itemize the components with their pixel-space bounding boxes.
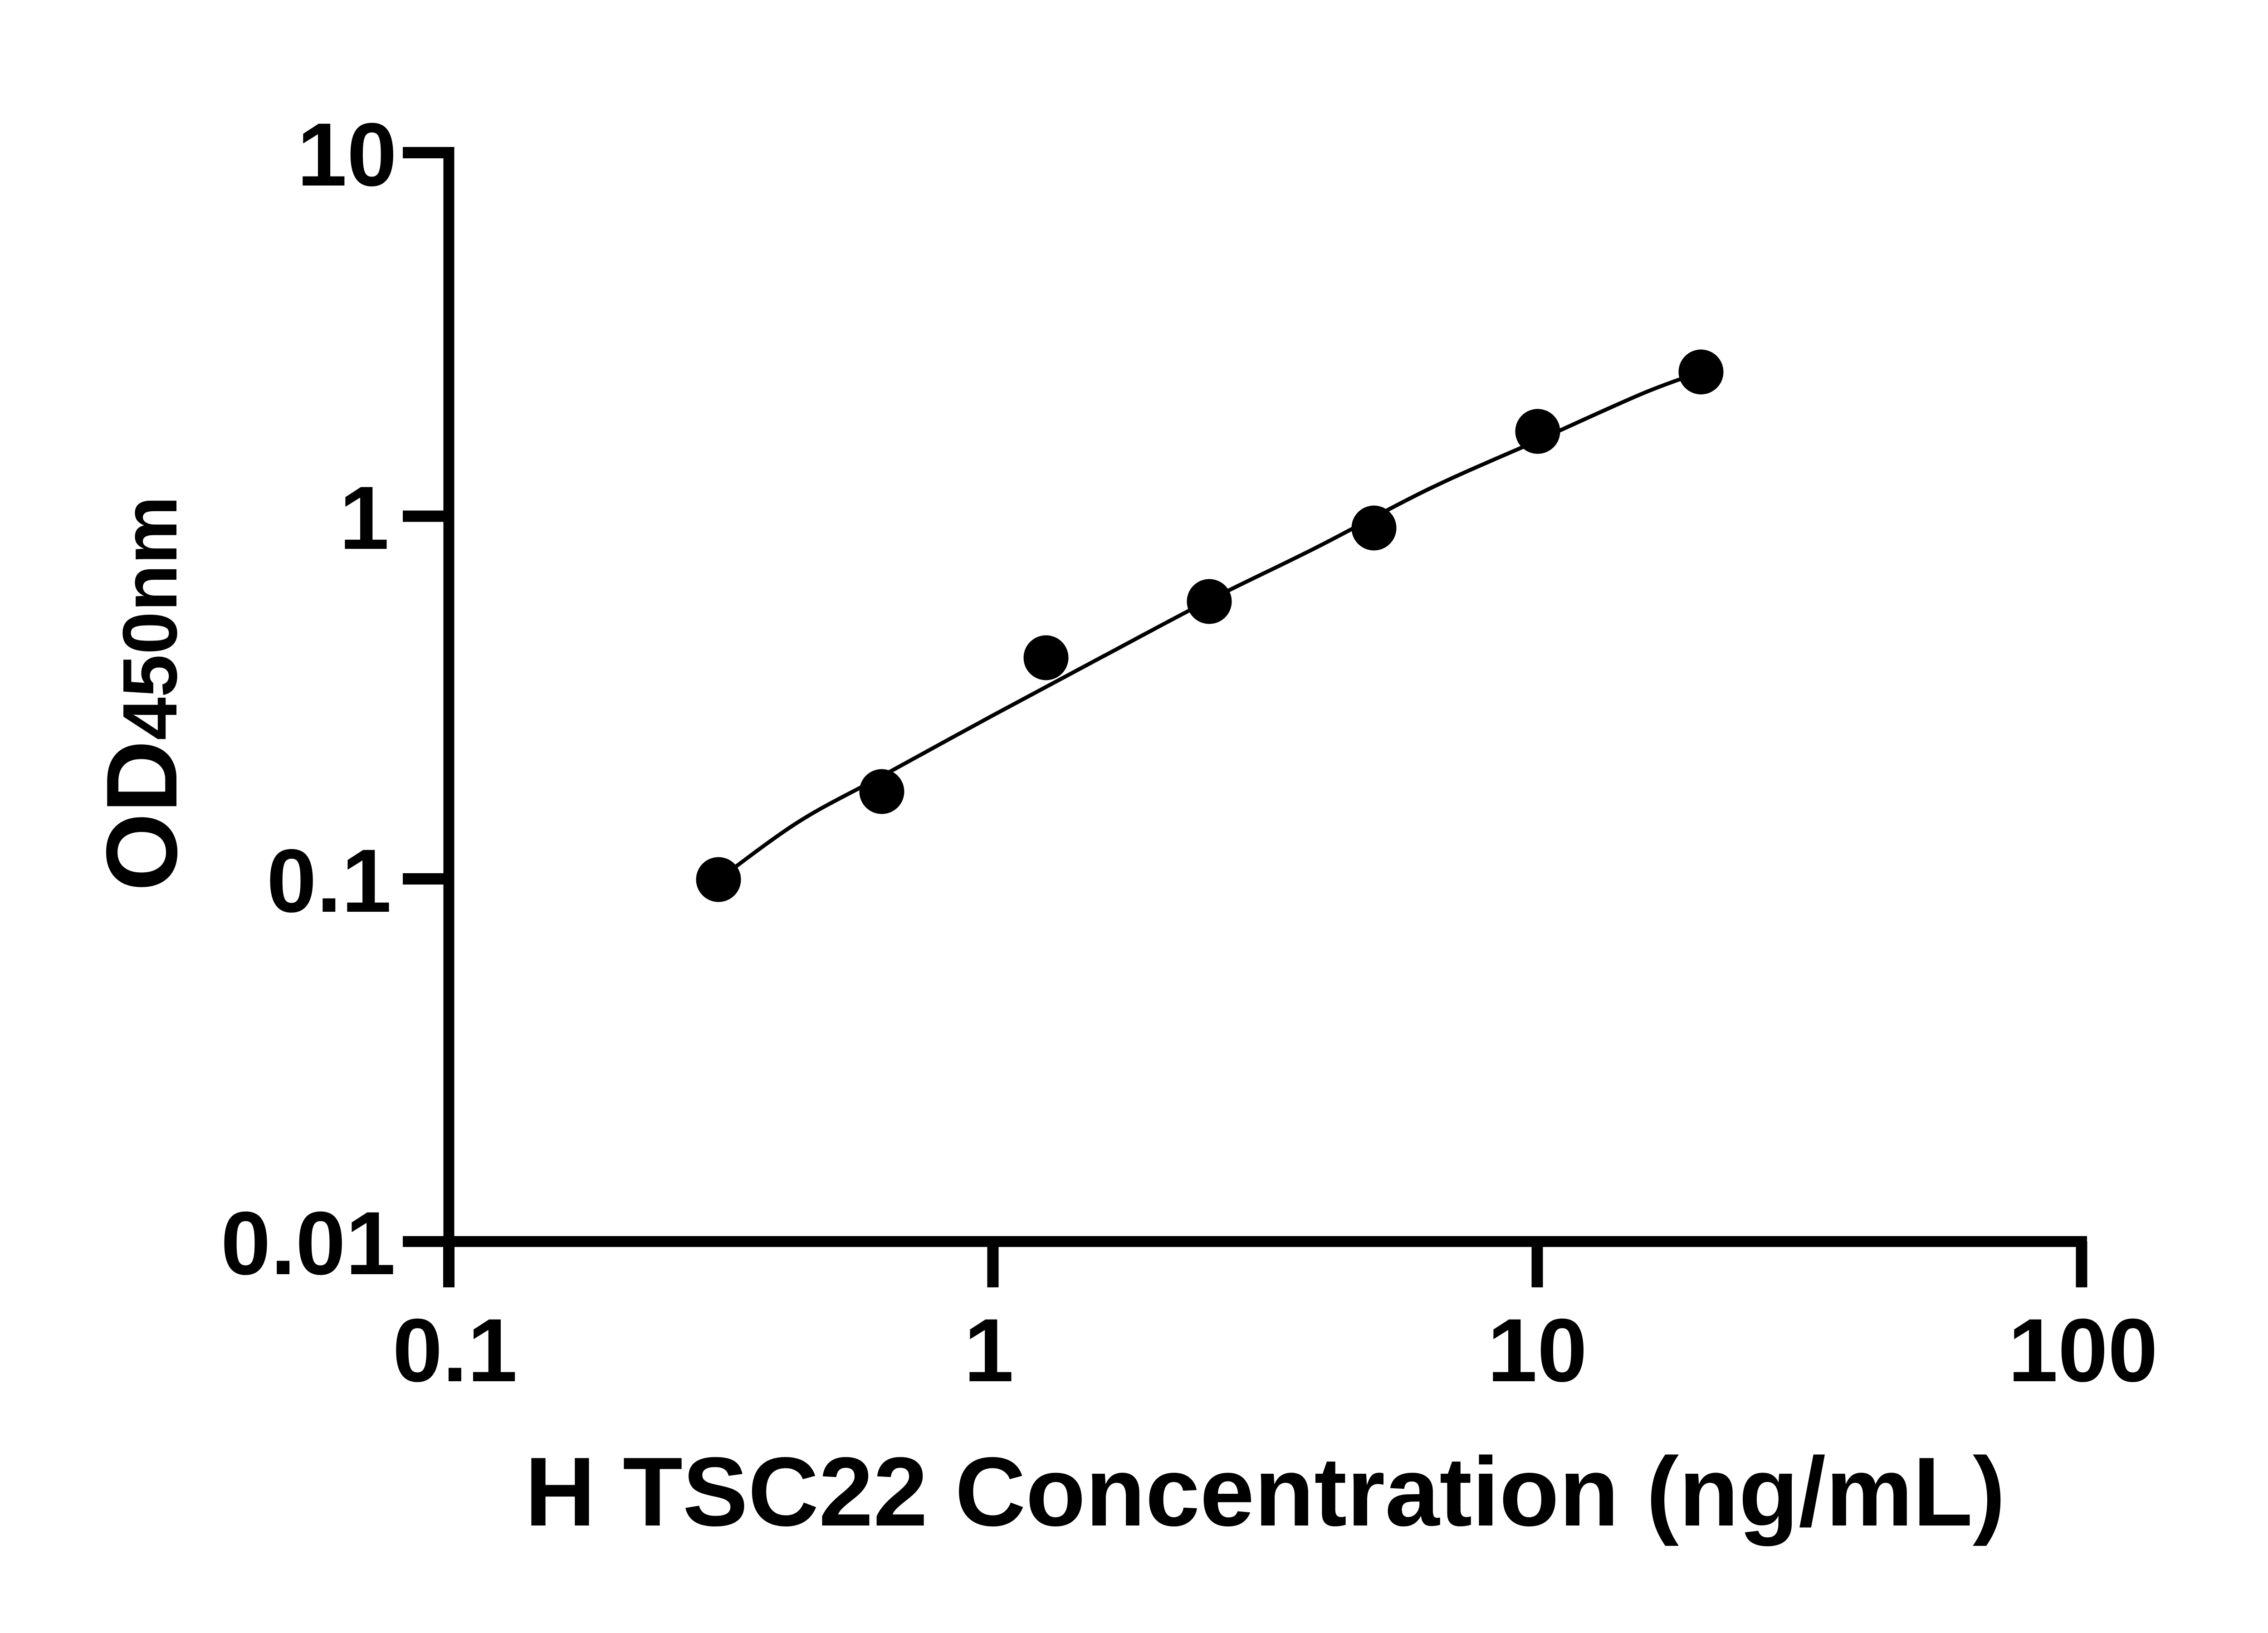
svg-text:0.1: 0.1 — [392, 1300, 517, 1400]
svg-text:1: 1 — [339, 468, 389, 568]
svg-text:100: 100 — [2008, 1300, 2158, 1400]
svg-text:0.01: 0.01 — [221, 1193, 396, 1293]
svg-text:10: 10 — [1487, 1300, 1587, 1400]
svg-text:10: 10 — [297, 104, 397, 205]
svg-text:H TSC22 Concentration (ng/mL): H TSC22 Concentration (ng/mL) — [525, 1437, 2005, 1546]
svg-text:1: 1 — [964, 1300, 1014, 1400]
svg-text:0.1: 0.1 — [267, 831, 391, 931]
svg-text:OD450nm: OD450nm — [86, 496, 198, 891]
